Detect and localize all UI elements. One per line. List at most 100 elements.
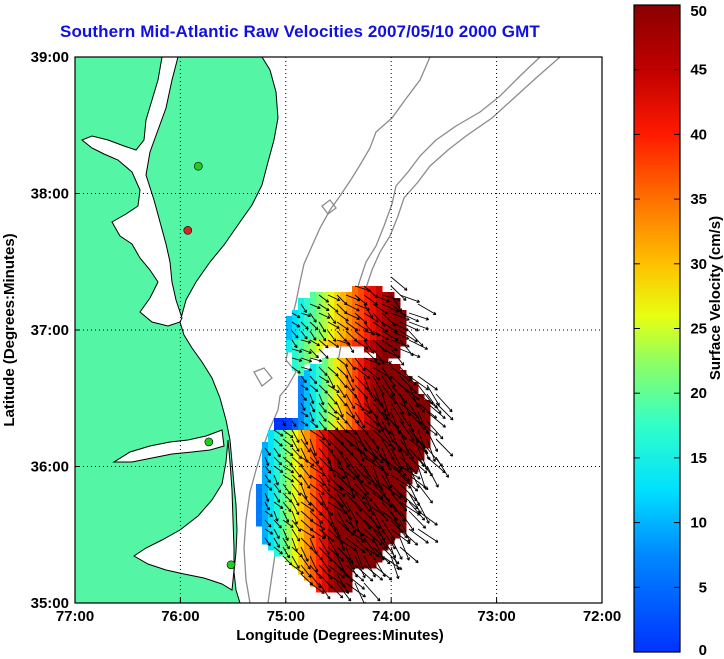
velocity-arrow bbox=[327, 330, 337, 342]
velocity-cell bbox=[322, 496, 329, 503]
velocity-cell bbox=[364, 544, 371, 551]
velocity-arrow bbox=[381, 330, 399, 341]
velocity-arrow bbox=[354, 411, 366, 429]
velocity-cell bbox=[394, 412, 401, 419]
velocity-cell bbox=[382, 508, 389, 515]
velocity-cell bbox=[358, 556, 365, 563]
velocity-cell bbox=[310, 538, 317, 545]
velocity-cell bbox=[262, 496, 269, 503]
velocity-cell bbox=[394, 346, 401, 353]
velocity-cell bbox=[298, 460, 305, 467]
velocity-cell bbox=[376, 460, 383, 467]
velocity-arrow bbox=[381, 519, 396, 541]
velocity-cell bbox=[316, 556, 323, 563]
velocity-cell bbox=[370, 412, 377, 419]
velocity-cell bbox=[256, 484, 263, 491]
velocity-cell bbox=[352, 514, 359, 521]
velocity-arrow bbox=[264, 474, 271, 484]
velocity-cell bbox=[340, 364, 347, 371]
velocity-cell bbox=[322, 304, 329, 311]
velocity-cell bbox=[298, 424, 305, 431]
velocity-arrow bbox=[390, 285, 407, 301]
velocity-cell bbox=[346, 436, 353, 443]
velocity-cell bbox=[322, 298, 329, 305]
velocity-cell bbox=[412, 400, 419, 407]
velocity-cell bbox=[328, 436, 335, 443]
velocity-arrow bbox=[381, 375, 396, 397]
velocity-cell bbox=[298, 370, 305, 377]
velocity-arrow bbox=[327, 375, 335, 389]
velocity-cell bbox=[268, 460, 275, 467]
velocity-cell bbox=[364, 502, 371, 509]
velocity-cell bbox=[304, 454, 311, 461]
velocity-cell bbox=[310, 424, 317, 431]
velocity-arrow bbox=[381, 555, 403, 570]
velocity-arrow bbox=[390, 483, 408, 503]
velocity-cell bbox=[358, 520, 365, 527]
velocity-arrow bbox=[426, 438, 436, 462]
map-plot-area bbox=[75, 57, 602, 603]
velocity-cell bbox=[292, 508, 299, 515]
velocity-cell bbox=[298, 316, 305, 323]
velocity-cell bbox=[322, 466, 329, 473]
velocity-arrow bbox=[408, 456, 428, 474]
x-tick-label: 72:00 bbox=[583, 608, 621, 625]
velocity-cell bbox=[364, 550, 371, 557]
velocity-cell bbox=[304, 310, 311, 317]
velocity-arrow bbox=[309, 330, 317, 341]
velocity-cell bbox=[352, 316, 359, 323]
velocity-cell bbox=[328, 316, 335, 323]
velocity-arrow bbox=[390, 555, 400, 580]
velocity-arrow bbox=[282, 555, 293, 566]
velocity-cell bbox=[358, 496, 365, 503]
velocity-arrow bbox=[327, 564, 345, 579]
station-marker bbox=[204, 437, 214, 447]
velocity-cell bbox=[376, 352, 383, 359]
velocity-arrow bbox=[372, 330, 389, 341]
velocity-cell bbox=[358, 490, 365, 497]
velocity-cell bbox=[364, 532, 371, 539]
velocity-cell bbox=[340, 388, 347, 395]
velocity-cell bbox=[358, 328, 365, 335]
velocity-cell bbox=[286, 478, 293, 485]
velocity-cell bbox=[298, 412, 305, 419]
velocity-cell bbox=[364, 442, 371, 449]
velocity-cell bbox=[400, 460, 407, 467]
velocity-cell bbox=[334, 466, 341, 473]
velocity-arrow bbox=[345, 483, 366, 500]
velocity-cell bbox=[346, 442, 353, 449]
velocity-cell bbox=[364, 358, 371, 365]
velocity-cell bbox=[382, 376, 389, 383]
velocity-cell bbox=[286, 514, 293, 521]
velocity-cell bbox=[394, 370, 401, 377]
velocity-cell bbox=[364, 526, 371, 533]
velocity-cell bbox=[346, 568, 353, 575]
velocity-cell bbox=[394, 436, 401, 443]
bathy-contour-4 bbox=[253, 367, 273, 387]
velocity-cell bbox=[298, 352, 305, 359]
velocity-cell bbox=[364, 388, 371, 395]
velocity-arrow bbox=[363, 420, 382, 433]
velocity-cell bbox=[268, 478, 275, 485]
velocity-cell bbox=[352, 358, 359, 365]
velocity-cell bbox=[358, 502, 365, 509]
velocity-arrow bbox=[300, 555, 311, 570]
velocity-cell bbox=[334, 532, 341, 539]
velocity-cell bbox=[388, 304, 395, 311]
velocity-cell bbox=[292, 310, 299, 317]
velocity-arrow bbox=[318, 330, 327, 342]
velocity-cell bbox=[304, 442, 311, 449]
velocity-arrow bbox=[327, 321, 340, 329]
velocity-arrow bbox=[318, 528, 335, 542]
velocity-cell bbox=[334, 394, 341, 401]
velocity-cell bbox=[328, 580, 335, 587]
velocity-cell bbox=[304, 508, 311, 515]
velocity-cell bbox=[382, 430, 389, 437]
velocity-cell bbox=[328, 568, 335, 575]
velocity-cell bbox=[406, 394, 413, 401]
velocity-cell bbox=[412, 424, 419, 431]
velocity-arrow bbox=[354, 582, 366, 603]
velocity-arrow bbox=[399, 465, 421, 480]
velocity-cell bbox=[412, 406, 419, 413]
velocity-cell bbox=[316, 388, 323, 395]
